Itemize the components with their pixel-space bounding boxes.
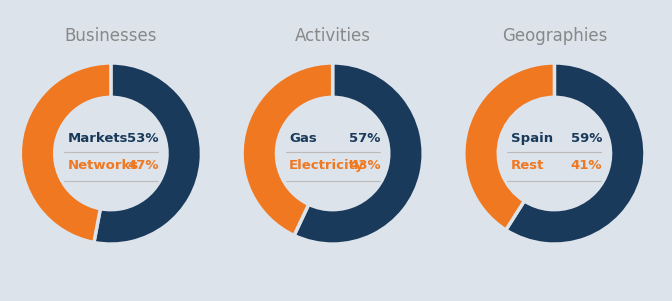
Wedge shape <box>294 63 423 244</box>
Text: Markets: Markets <box>67 132 128 144</box>
Wedge shape <box>506 63 645 244</box>
Wedge shape <box>242 63 333 235</box>
Title: Geographies: Geographies <box>502 27 607 45</box>
Text: 47%: 47% <box>127 159 159 172</box>
Wedge shape <box>94 63 202 244</box>
Title: Activities: Activities <box>294 27 371 45</box>
Text: 41%: 41% <box>571 159 602 172</box>
Text: Networks: Networks <box>67 159 138 172</box>
Text: 53%: 53% <box>127 132 159 144</box>
Wedge shape <box>464 63 554 230</box>
Text: 57%: 57% <box>349 132 380 144</box>
Title: Businesses: Businesses <box>65 27 157 45</box>
Text: Spain: Spain <box>511 132 553 144</box>
Wedge shape <box>20 63 111 243</box>
Text: Rest: Rest <box>511 159 544 172</box>
Text: Electricity: Electricity <box>289 159 365 172</box>
Text: 43%: 43% <box>349 159 380 172</box>
Text: 59%: 59% <box>571 132 602 144</box>
Text: Gas: Gas <box>289 132 317 144</box>
